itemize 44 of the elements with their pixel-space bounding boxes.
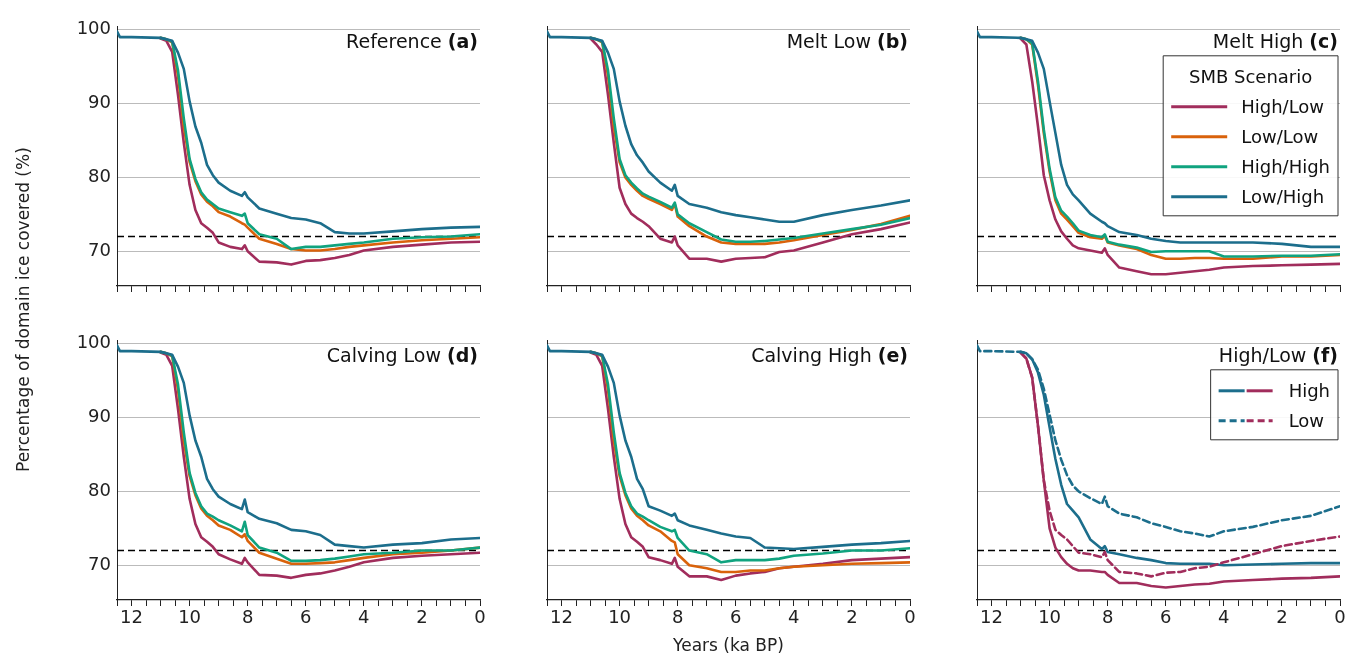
x-tick-label: 2 (846, 606, 858, 628)
x-tick-label: 10 (608, 606, 632, 628)
y-tick-label: 90 (88, 405, 111, 427)
x-tick-label: 8 (1101, 606, 1114, 628)
y-axis-title: Percentage of domain ice covered (%) (12, 146, 34, 475)
x-tick-label: 12 (980, 606, 1003, 628)
y-tick-label: 70 (88, 552, 111, 574)
x-tick-label: 4 (358, 606, 370, 628)
x-axis-title: Years (ka BP) (673, 634, 784, 656)
chart-title: Melt High (c) (1212, 29, 1339, 52)
x-tick-label: 6 (1160, 606, 1172, 628)
chart-title: Melt Low (b) (786, 29, 908, 52)
y-tick-label: 80 (88, 165, 111, 187)
chart-title: High/Low (f) (1218, 343, 1339, 366)
x-tick-label: 4 (1218, 606, 1230, 628)
x-tick-label: 10 (178, 606, 202, 628)
x-tick-label: 0 (1334, 606, 1346, 628)
x-tick-label: 2 (1276, 606, 1288, 628)
x-tick-label: 8 (671, 606, 684, 628)
y-tick-label: 100 (76, 17, 111, 39)
legend-label: High/Low (1241, 95, 1325, 117)
legend-label: Low (1288, 409, 1325, 431)
x-tick-label: 12 (120, 606, 143, 628)
x-tick-label: 4 (788, 606, 800, 628)
chart-title: Calving Low (d) (326, 343, 478, 366)
legend-label: High/High (1241, 155, 1331, 177)
x-tick-label: 0 (904, 606, 916, 628)
x-tick-label: 8 (241, 606, 254, 628)
y-tick-label: 100 (76, 331, 111, 353)
chart-title: Reference (a) (346, 29, 479, 52)
legend-title: SMB Scenario (1188, 65, 1313, 87)
legend-label: High (1288, 379, 1330, 401)
chart-title: Calving High (e) (751, 343, 909, 366)
y-tick-label: 70 (88, 238, 111, 260)
x-tick-label: 10 (1038, 606, 1062, 628)
legend-label: Low/Low (1241, 125, 1319, 147)
x-tick-label: 6 (300, 606, 312, 628)
x-tick-label: 2 (416, 606, 428, 628)
x-tick-label: 6 (730, 606, 742, 628)
x-tick-label: 0 (474, 606, 486, 628)
legend-label: Low/High (1241, 185, 1325, 207)
x-tick-label: 12 (550, 606, 573, 628)
y-tick-label: 90 (88, 91, 111, 113)
y-tick-label: 80 (88, 479, 111, 501)
